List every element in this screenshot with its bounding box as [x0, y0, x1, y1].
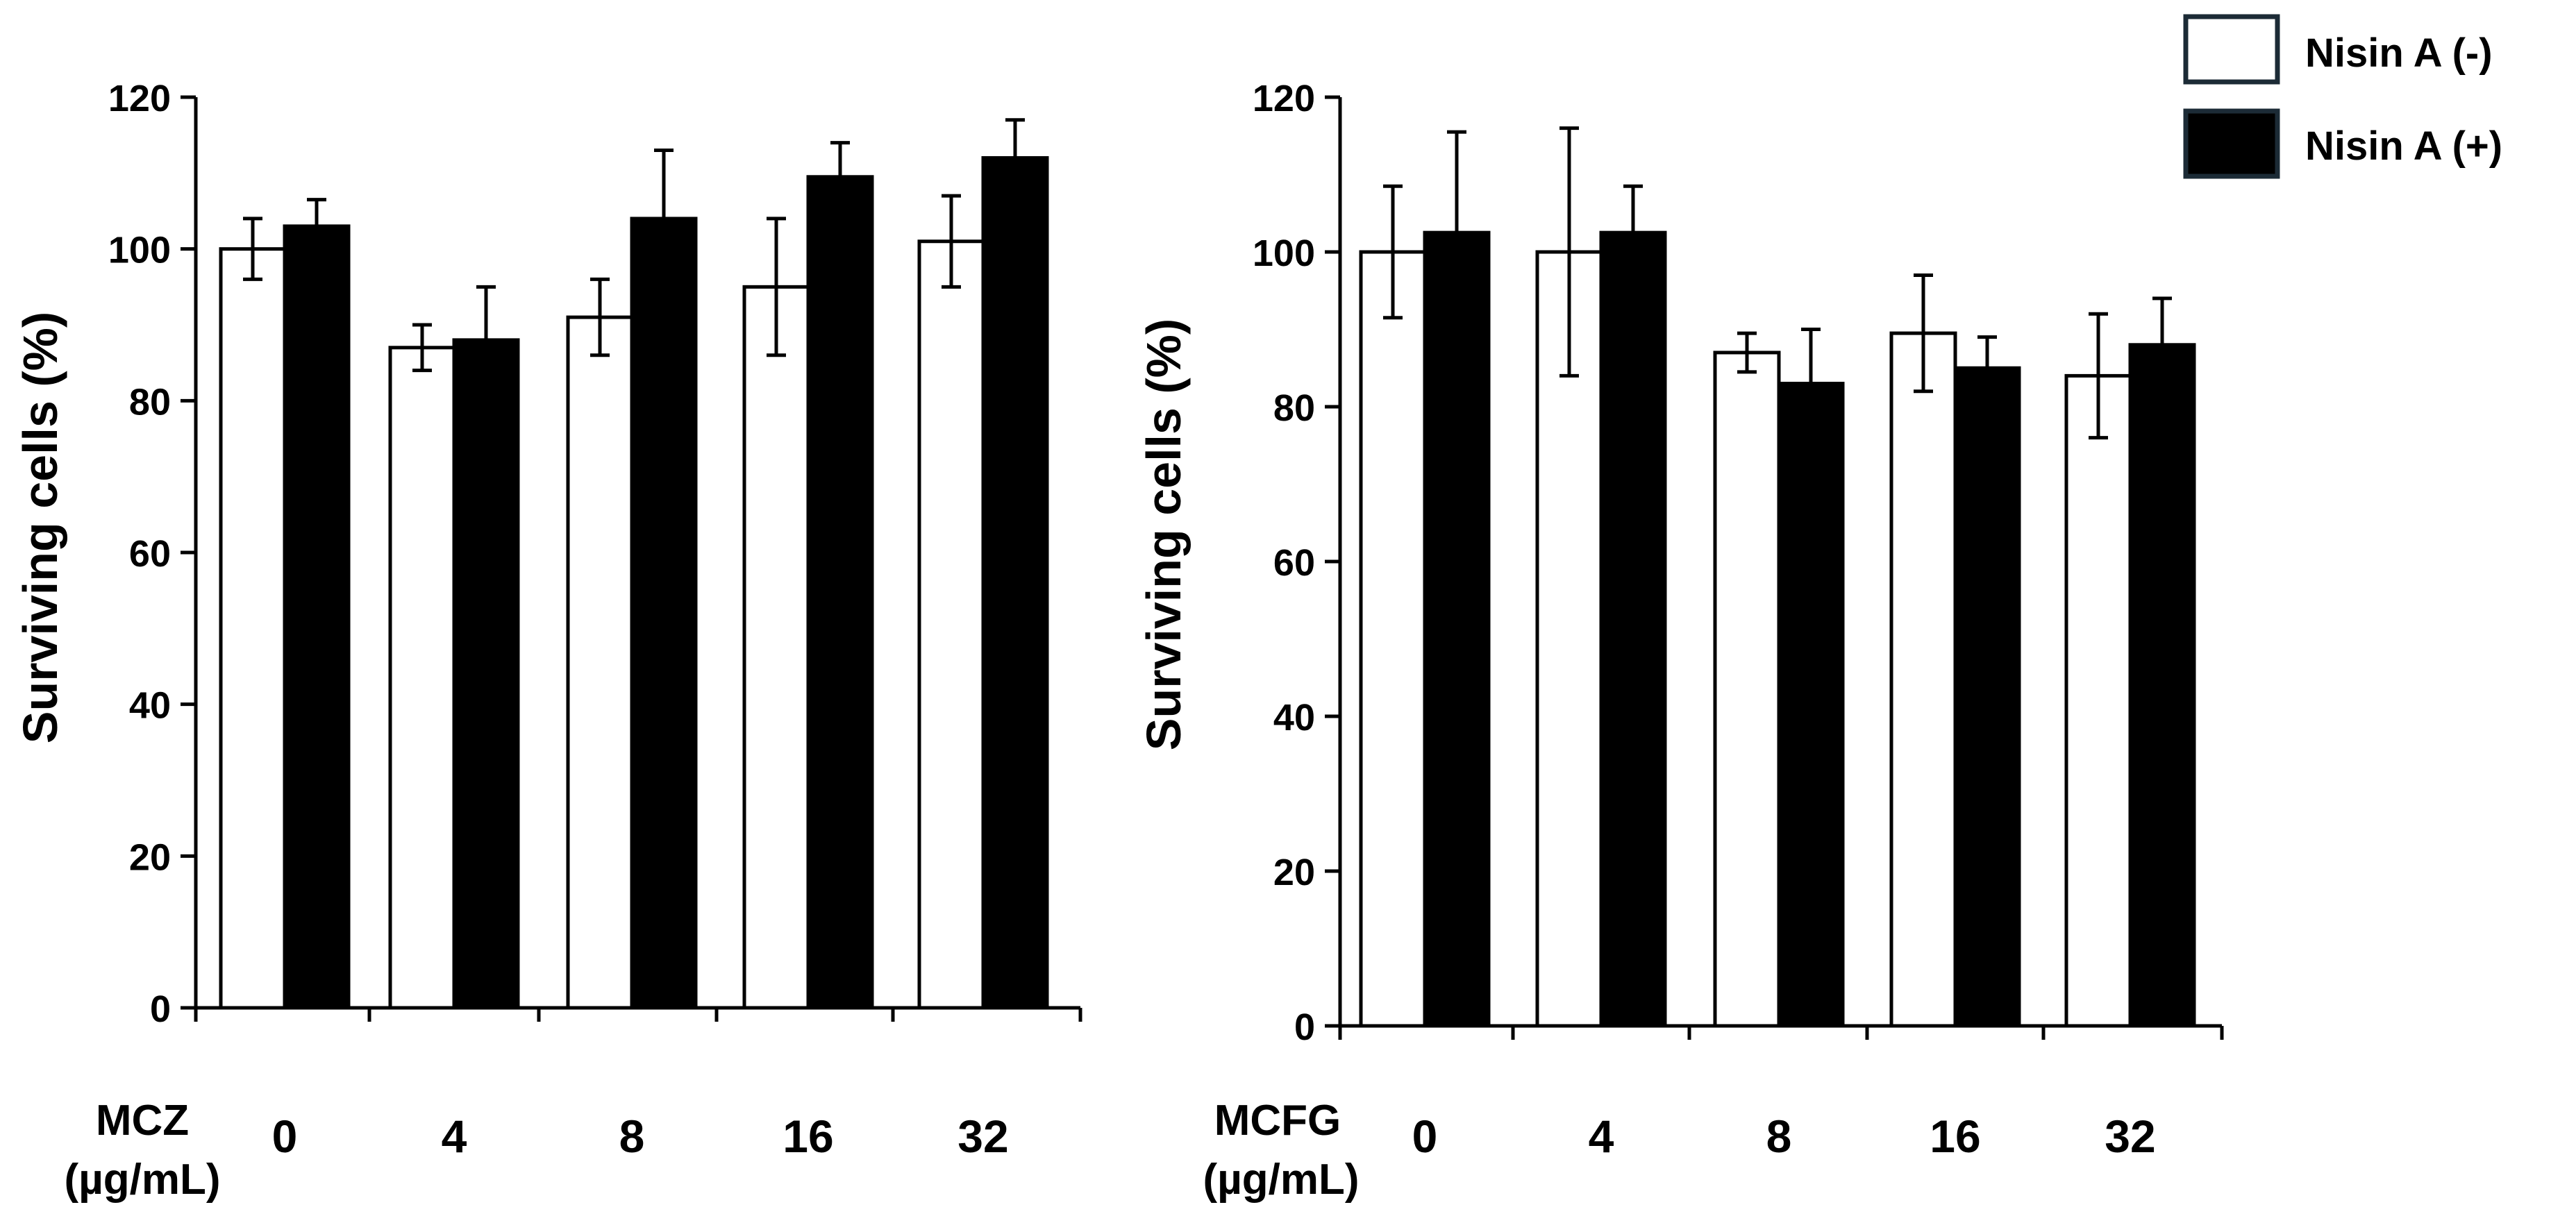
chart-mcz: 0 4 8 16 32 0 20 40 60 80 100 120 Surviving cells (…	[13, 78, 1082, 1204]
legend-label-nisin-plus: Nisin A (+)	[2305, 124, 2502, 169]
x-tick-label-mcz-4: 4	[442, 1111, 467, 1162]
bar-mcfg-32-nisin-plus	[2128, 343, 2196, 1028]
bar-mcfg-32-nisin-minus	[2064, 373, 2132, 1028]
bar-mcfg-8-nisin-plus	[1777, 382, 1845, 1028]
x-tick-label-mcz-8: 8	[619, 1111, 645, 1162]
bar-mcfg-8-nisin-minus	[1713, 351, 1781, 1028]
bar-mcz-0-nisin-plus	[283, 224, 351, 1010]
x-tick-label-mcfg-16: 16	[1930, 1111, 1980, 1162]
chart-mcz-x-axis-unit: (µg/mL)	[64, 1156, 220, 1204]
bar-mcfg-4-nisin-plus	[1599, 230, 1667, 1028]
x-tick-label-mcz-16: 16	[783, 1111, 833, 1162]
bar-mcfg-16-nisin-plus	[1953, 366, 2021, 1028]
chart-mcfg-bars	[1359, 230, 2196, 1028]
chart-mcz-x-axis-label: MCZ	[96, 1097, 189, 1145]
y-tick-label-mcz-100: 100	[108, 230, 171, 271]
x-tick-label-mcz-32: 32	[957, 1111, 1008, 1162]
chart-mcfg-y-axis-label: Surviving cells (%)	[1137, 319, 1191, 750]
y-tick-label-mcz-20: 20	[129, 836, 171, 878]
x-tick-label-mcfg-8: 8	[1766, 1111, 1792, 1162]
x-tick-label-mcfg-0: 0	[1412, 1111, 1438, 1162]
bar-mcz-0-nisin-minus	[219, 247, 287, 1010]
chart-mcz-y-axis-label: Surviving cells (%)	[13, 312, 67, 743]
chart-mcfg-error-bars	[1383, 126, 2172, 440]
y-tick-label-mcfg-120: 120	[1253, 78, 1315, 119]
x-tick-label-mcfg-32: 32	[2105, 1111, 2155, 1162]
bar-mcz-16-nisin-minus	[742, 285, 810, 1010]
y-tick-label-mcz-80: 80	[129, 381, 171, 423]
y-tick-label-mcfg-0: 0	[1294, 1006, 1315, 1048]
chart-mcz-axes: 0 4 8 16 32 0 20 40 60 80 100 120	[108, 78, 1082, 1162]
bar-mcz-4-nisin-minus	[388, 346, 456, 1010]
legend: Nisin A (-) Nisin A (+)	[2183, 14, 2502, 179]
chart-mcfg-x-axis-label: MCFG	[1214, 1097, 1341, 1145]
y-tick-label-mcz-0: 0	[150, 988, 171, 1030]
x-tick-label-mcz-0: 0	[272, 1111, 298, 1162]
bar-mcfg-0-nisin-plus	[1423, 230, 1491, 1028]
y-tick-label-mcz-40: 40	[129, 685, 171, 727]
legend-swatch-nisin-plus	[2183, 108, 2280, 179]
chart-mcfg: 0 4 8 16 32 0 20 40 60 80 100 120 Surviving cells (…	[1137, 78, 2224, 1204]
bar-mcz-8-nisin-minus	[566, 315, 634, 1010]
chart-mcz-bars	[219, 155, 1049, 1010]
legend-swatch-nisin-minus	[2183, 14, 2280, 85]
bar-mcz-32-nisin-minus	[917, 239, 985, 1010]
bar-mcz-16-nisin-plus	[806, 175, 874, 1010]
bar-mcz-32-nisin-plus	[981, 155, 1049, 1010]
y-tick-label-mcz-120: 120	[108, 78, 171, 119]
y-tick-label-mcfg-20: 20	[1273, 852, 1315, 893]
y-tick-label-mcfg-100: 100	[1253, 233, 1315, 274]
chart-mcfg-axes: 0 4 8 16 32 0 20 40 60 80 100 120	[1253, 78, 2224, 1162]
y-tick-label-mcfg-40: 40	[1273, 697, 1315, 739]
y-tick-label-mcz-60: 60	[129, 533, 171, 575]
bar-mcfg-0-nisin-minus	[1359, 250, 1427, 1028]
y-tick-label-mcfg-80: 80	[1273, 387, 1315, 429]
bar-mcz-8-nisin-plus	[630, 217, 698, 1010]
chart-mcfg-x-axis-unit: (µg/mL)	[1203, 1156, 1359, 1204]
chart-mcz-error-bars	[243, 118, 1025, 395]
bar-mcfg-16-nisin-minus	[1889, 331, 1957, 1028]
legend-label-nisin-minus: Nisin A (-)	[2305, 31, 2493, 76]
x-tick-label-mcfg-4: 4	[1589, 1111, 1614, 1162]
y-tick-label-mcfg-60: 60	[1273, 542, 1315, 584]
bar-mcz-4-nisin-plus	[452, 338, 520, 1010]
